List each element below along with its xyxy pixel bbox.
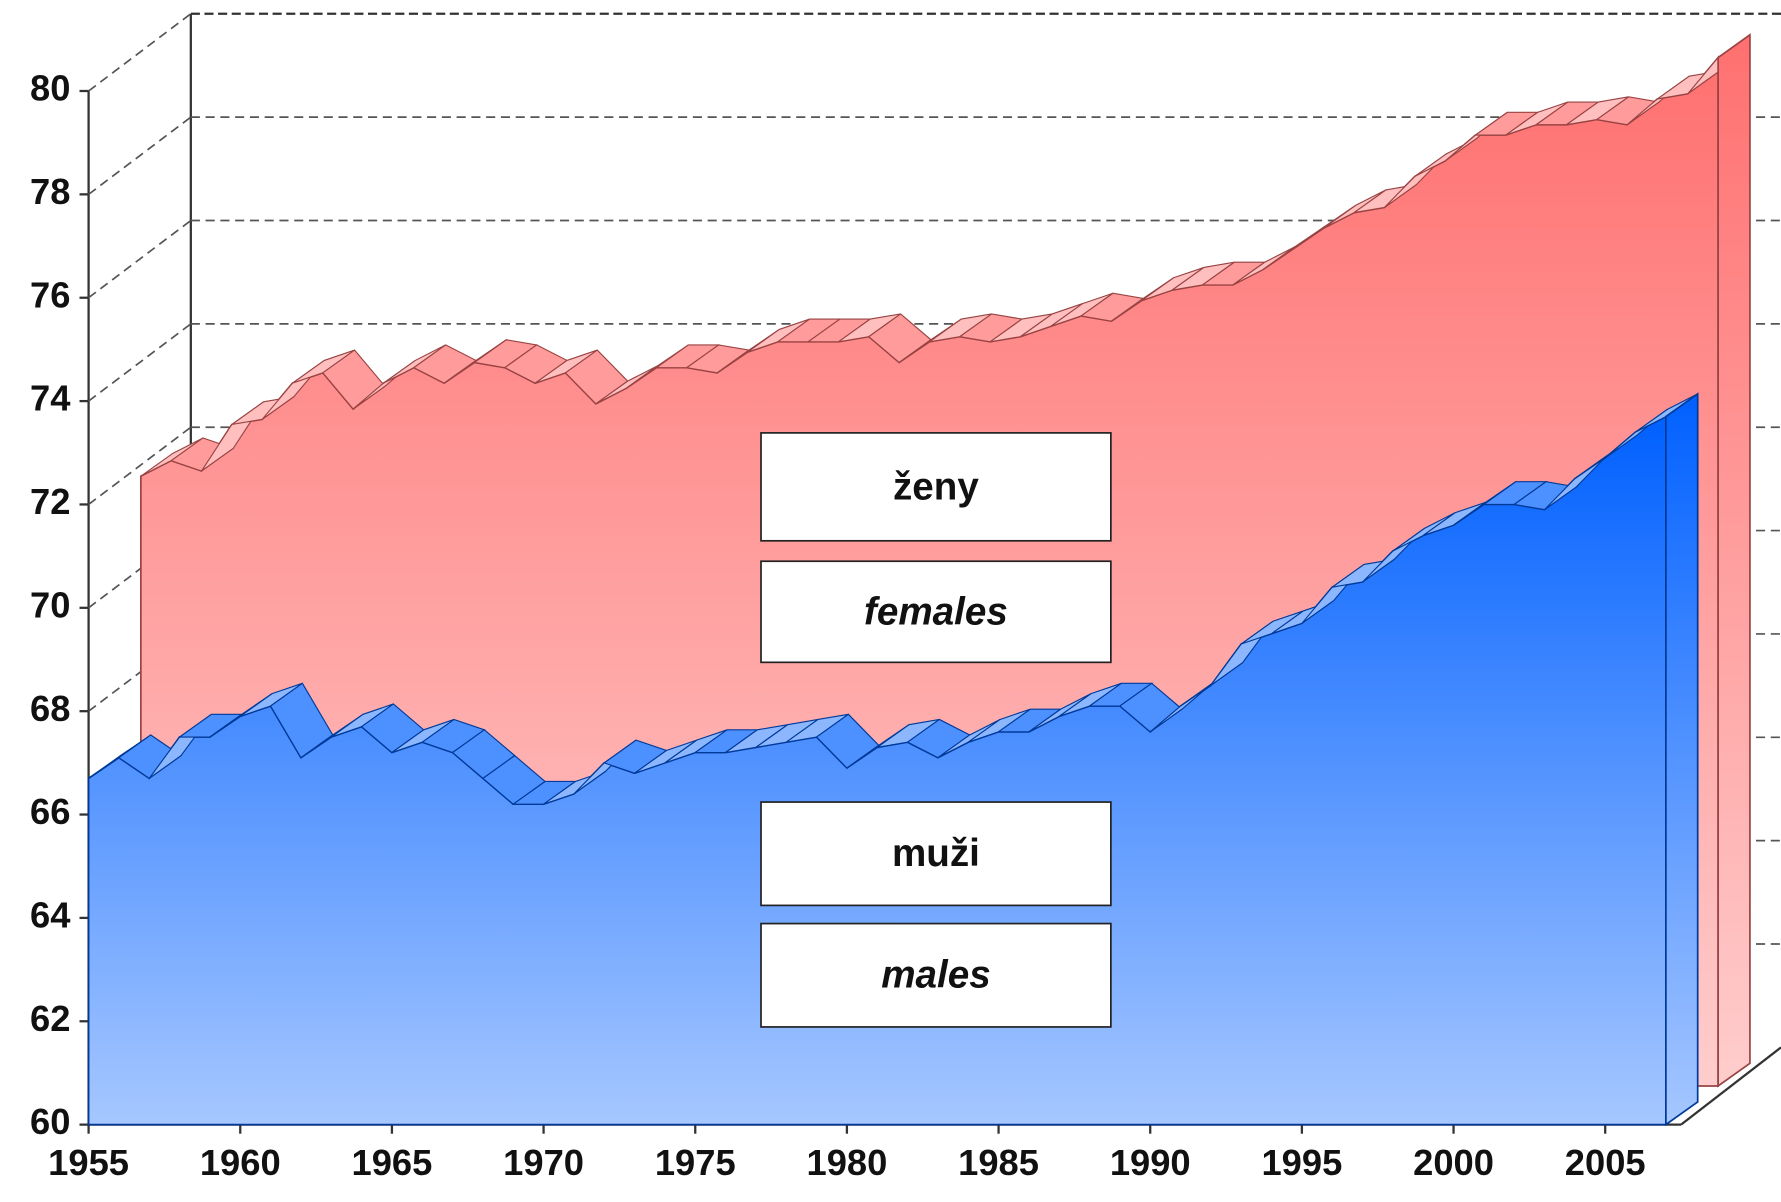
x-tick-label: 1960 [200, 1142, 281, 1183]
grid-line [88, 219, 192, 299]
grid-line [88, 323, 192, 402]
side-face [1665, 392, 1699, 1127]
x-tick-label: 1965 [352, 1142, 433, 1183]
y-tick-label: 64 [30, 894, 71, 935]
x-tick-label: 1975 [655, 1142, 736, 1183]
floor-edge [1680, 1046, 1781, 1126]
side-face [1717, 33, 1751, 1088]
y-tick-label: 60 [30, 1101, 70, 1142]
y-tick-label: 62 [30, 998, 70, 1039]
y-tick-label: 72 [30, 481, 70, 522]
y-tick-label: 78 [30, 171, 70, 212]
label-box [760, 432, 1112, 542]
x-tick-label: 1955 [48, 1142, 129, 1183]
y-tick-label: 68 [30, 688, 70, 729]
x-tick-label: 1970 [503, 1142, 584, 1183]
x-tick-label: 2000 [1413, 1142, 1494, 1183]
grid-line [88, 13, 192, 92]
series [87, 392, 1699, 1127]
x-tick-label: 1980 [806, 1142, 887, 1183]
y-tick-label: 80 [30, 68, 70, 109]
series-label: muži [892, 832, 980, 875]
y-tick-label: 74 [30, 378, 71, 419]
series-label-en: females [864, 590, 1008, 633]
x-tick-label: 2005 [1565, 1142, 1646, 1183]
grid-line [88, 426, 192, 506]
label-box [760, 801, 1112, 907]
label-box [760, 560, 1112, 664]
y-tick-label: 76 [30, 274, 70, 315]
series-label: ženy [893, 465, 979, 508]
x-tick-label: 1985 [958, 1142, 1039, 1183]
grid-line [88, 116, 192, 196]
label-box [760, 922, 1112, 1028]
x-tick-label: 1990 [1110, 1142, 1191, 1183]
y-tick-label: 66 [30, 791, 70, 832]
x-tick-label: 1995 [1261, 1142, 1342, 1183]
series-label-en: males [881, 954, 990, 997]
y-tick-label: 70 [30, 584, 70, 625]
